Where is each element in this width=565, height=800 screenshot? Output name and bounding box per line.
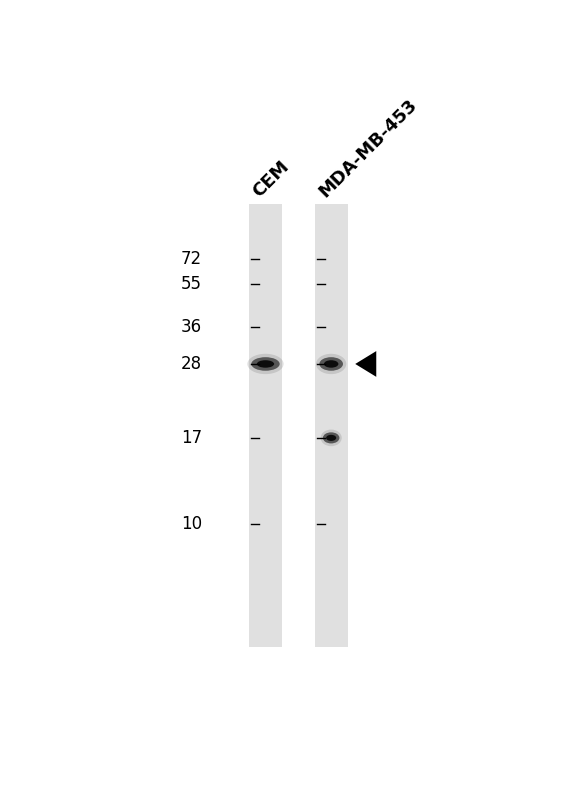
Polygon shape — [355, 351, 376, 377]
Text: 36: 36 — [181, 318, 202, 336]
Text: CEM: CEM — [250, 158, 293, 201]
Text: 17: 17 — [181, 429, 202, 447]
Ellipse shape — [324, 360, 338, 368]
Text: 72: 72 — [181, 250, 202, 268]
Ellipse shape — [251, 357, 280, 370]
Ellipse shape — [257, 360, 274, 368]
Ellipse shape — [323, 432, 340, 443]
Ellipse shape — [326, 435, 336, 441]
Text: MDA-MB-453: MDA-MB-453 — [315, 95, 420, 201]
Ellipse shape — [316, 354, 346, 374]
Bar — [315, 204, 347, 647]
Bar — [249, 204, 282, 647]
Text: 28: 28 — [181, 355, 202, 373]
Ellipse shape — [319, 357, 343, 370]
Text: 55: 55 — [181, 275, 202, 293]
Ellipse shape — [320, 430, 342, 446]
Ellipse shape — [247, 354, 284, 374]
Text: 10: 10 — [181, 515, 202, 533]
